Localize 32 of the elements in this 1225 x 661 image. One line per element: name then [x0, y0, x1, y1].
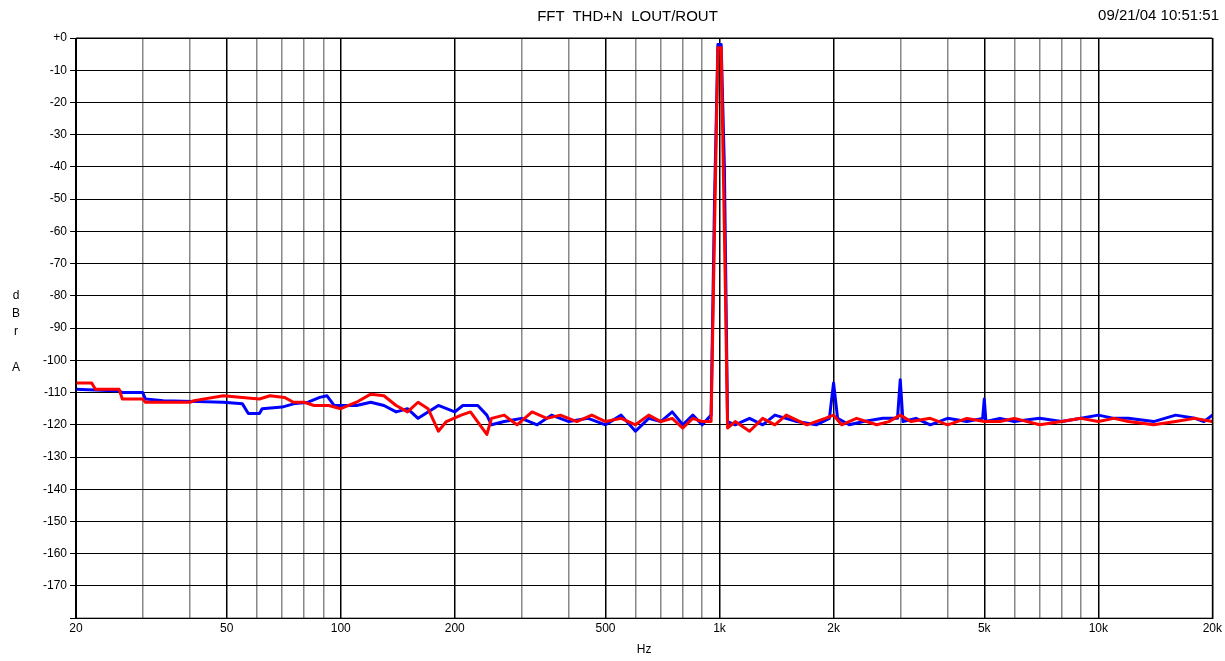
y-tick-label: -10	[49, 62, 68, 77]
y-tick-label: -70	[49, 255, 68, 270]
x-tick-label: 1k	[713, 620, 727, 635]
text: 09/21/04 10:51:51	[1098, 5, 1219, 23]
y-tick-label: -90	[49, 320, 68, 335]
y-tick-label: -50	[49, 191, 68, 206]
x-tick-label: 20k	[1202, 620, 1223, 635]
y-tick-label: -170	[42, 578, 68, 593]
x-tick-label: 50	[220, 620, 234, 635]
text: dBr A	[11, 288, 21, 375]
y-tick-label: -130	[42, 449, 68, 464]
x-tick-label: 100	[330, 620, 352, 635]
y-tick-label: -100	[42, 352, 68, 367]
y-tick-label: -160	[42, 546, 68, 561]
y-tick-label: -140	[42, 481, 68, 496]
x-tick-label: 10k	[1088, 620, 1109, 635]
x-tick-label: 20	[69, 620, 84, 635]
x-tick-label: 2k	[827, 620, 841, 635]
y-tick-label: -110	[43, 384, 68, 399]
y-tick-label: +0	[53, 30, 68, 45]
y-tick-label: -40	[49, 159, 68, 174]
y-tick-label: -20	[49, 94, 68, 109]
x-axis-title: Hz	[636, 642, 652, 657]
chart-title: FFT THD+N LOUT/ROUT	[537, 7, 718, 25]
x-tick-label: 500	[595, 620, 616, 635]
y-tick-label: -80	[49, 288, 68, 303]
y-tick-label: -120	[42, 417, 68, 432]
x-tick-label: 5k	[977, 620, 992, 635]
y-tick-label: -30	[49, 127, 68, 142]
x-tick-label: 200	[444, 620, 466, 635]
y-tick-label: -60	[49, 223, 68, 238]
y-tick-label: -150	[42, 513, 68, 528]
